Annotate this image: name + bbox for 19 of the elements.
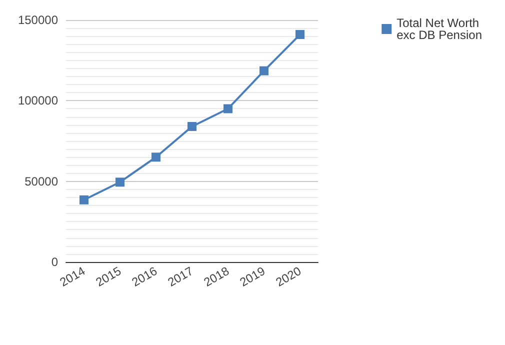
- y-tick-label: 150000: [18, 13, 58, 27]
- y-tick-label: 100000: [18, 94, 58, 108]
- point: [152, 152, 160, 162]
- y-tick-label: 50000: [24, 174, 58, 188]
- x-tick-label: 2020: [273, 264, 304, 290]
- point: [224, 104, 232, 114]
- x-tick-label: 2018: [201, 264, 232, 290]
- point: [80, 195, 88, 204]
- x-tick-label: 2015: [93, 264, 124, 290]
- x-tick-label: 2014: [57, 264, 88, 290]
- point: [260, 66, 268, 76]
- legend-label: Total Net Worth exc DB Pension: [396, 16, 482, 42]
- x-tick-label: 2016: [129, 264, 160, 290]
- point: [296, 30, 304, 40]
- x-tick-label: 2019: [237, 264, 268, 290]
- y-tick-label: 0: [51, 255, 58, 269]
- point: [188, 122, 196, 131]
- point: [116, 178, 124, 187]
- x-tick-label: 2017: [165, 264, 196, 290]
